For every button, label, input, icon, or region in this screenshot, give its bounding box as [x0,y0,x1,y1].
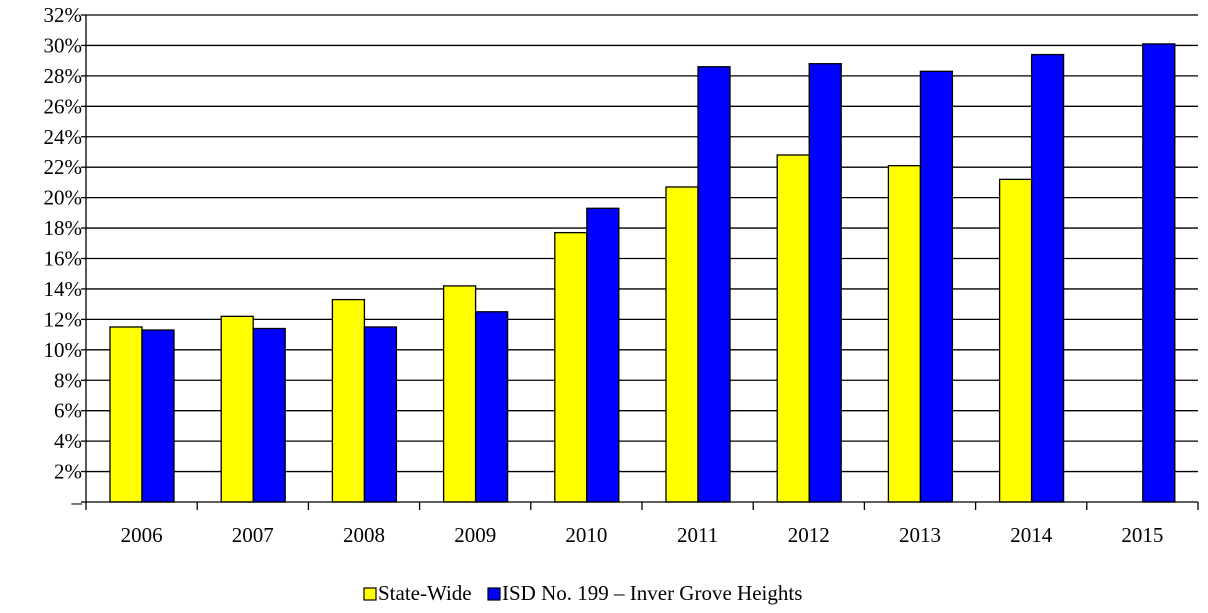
x-tick-label: 2008 [343,523,385,547]
x-tick-label: 2007 [232,523,274,547]
y-tick-label: 10% [44,338,83,362]
y-tick-label: 6% [54,399,82,423]
x-tick-label: 2013 [899,523,941,547]
legend-label: State-Wide [378,581,472,605]
bar-isd-199-2006 [141,329,175,503]
bar-isd-199-2007 [252,327,286,503]
bar-isd-199-2013 [919,70,954,503]
bar-isd-199-2014 [1030,53,1065,503]
y-tick-label: 20% [44,186,83,210]
x-tick-label: 2009 [454,523,496,547]
y-tick-label: 22% [44,155,83,179]
y-tick-label: – [71,490,83,514]
x-tick-label: 2014 [1010,523,1053,547]
bars [109,43,1176,503]
y-tick-label: 14% [44,277,83,301]
bar-isd-199-2011 [697,66,731,503]
y-tick-label: 18% [44,216,83,240]
x-tick-label: 2015 [1121,523,1163,547]
y-tick-label: 12% [44,307,83,331]
bar-isd-199-2012 [808,63,842,503]
y-tick-label: 26% [44,94,83,118]
y-tick-label: 2% [54,460,82,484]
legend-swatch [487,587,501,601]
bar-state-wide-2012 [776,154,810,503]
bar-state-wide-2014 [998,178,1033,503]
bar-isd-199-2009 [474,311,509,503]
y-tick-label: 8% [54,368,82,392]
y-tick-label: 28% [44,64,83,88]
y-axis-tick-labels: – 2% 4% 6% 8% 10% 12% 14% 16% 18% 20% 22% 24% 26% 28% 3… [44,3,83,514]
x-tick-label: 2012 [788,523,830,547]
x-axis-tick-labels: 2006 2007 2008 2009 2010 2011 2012 2013 2014 2015 [121,523,1164,547]
legend-item-isd-199: ISD No. 199 – Inver Grove Heights [487,581,802,605]
bar-isd-199-2010 [586,207,620,503]
legend-item-state-wide: State-Wide [363,581,472,605]
y-tick-label: 30% [44,33,83,57]
y-tick-label: 32% [44,3,83,27]
legend-swatch [363,587,377,601]
bar-state-wide-2011 [665,186,699,503]
y-tick-label: 24% [44,125,83,149]
bar-state-wide-2008 [331,298,366,503]
bar-state-wide-2009 [442,285,477,503]
bar-state-wide-2007 [220,315,254,503]
x-tick-label: 2011 [677,523,718,547]
legend: State-Wide ISD No. 199 – Inver Grove Heig… [363,581,802,605]
x-tick-label: 2010 [565,523,607,547]
bar-state-wide-2013 [887,165,922,503]
gridlines [86,14,1198,473]
bar-state-wide-2010 [554,231,588,503]
legend-label: ISD No. 199 – Inver Grove Heights [502,581,802,605]
x-tick-label: 2006 [121,523,163,547]
bar-isd-199-2015 [1142,43,1176,503]
bar-state-wide-2006 [109,326,143,503]
y-tick-label: 16% [44,247,83,271]
y-tick-label: 4% [54,429,82,453]
axes [81,14,1199,510]
bar-isd-199-2008 [363,326,398,503]
